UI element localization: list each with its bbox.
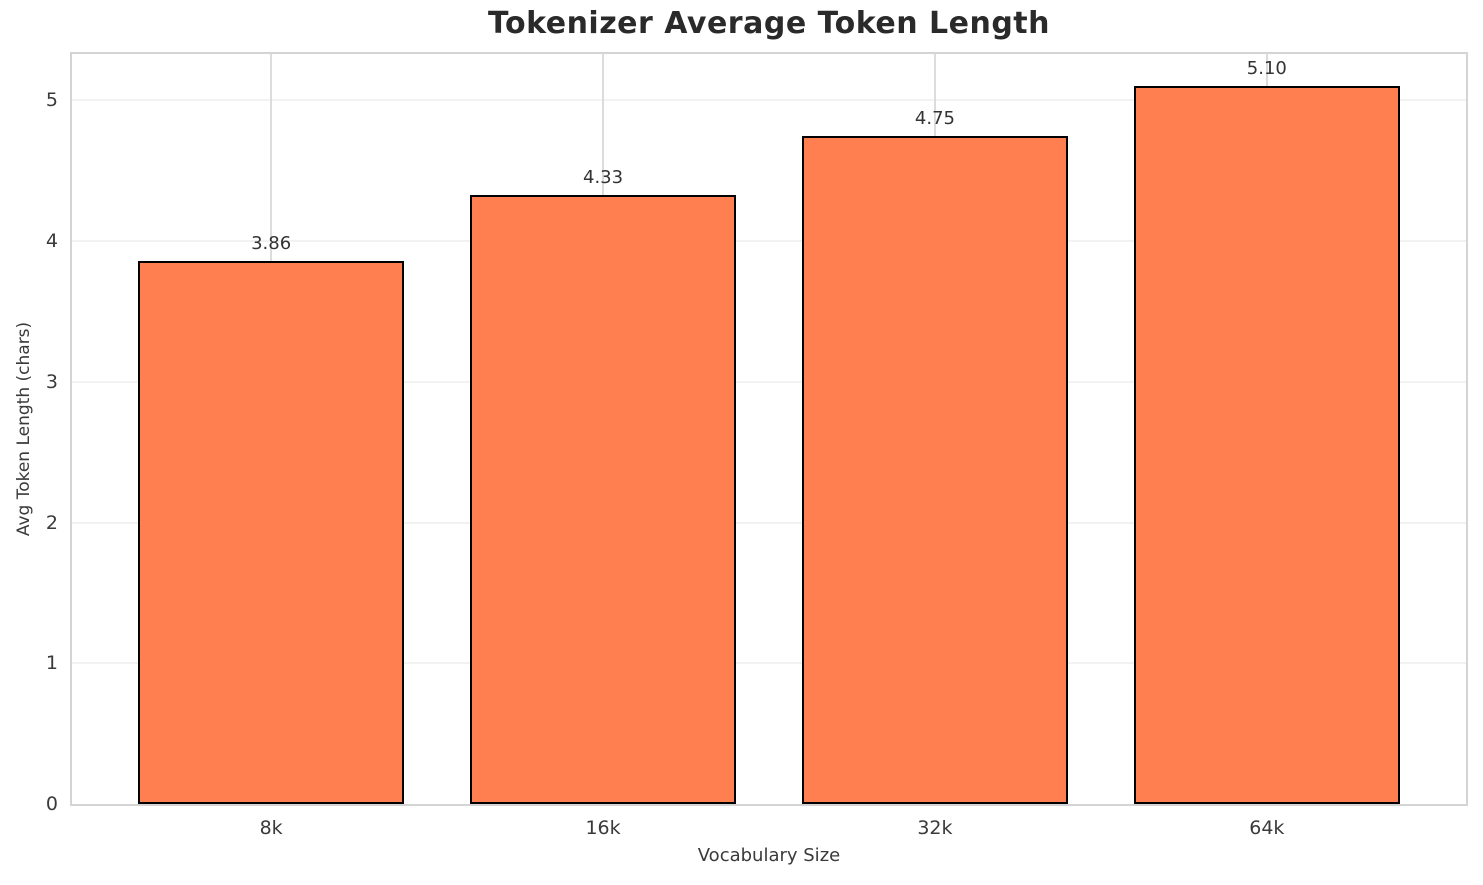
bar-32k [802, 135, 1068, 804]
y-tick-label: 1 [45, 652, 58, 675]
chart-title: Tokenizer Average Token Length [487, 6, 1050, 41]
y-gridline [72, 380, 1466, 383]
x-tick-label: 32k [917, 817, 953, 839]
x-axis-label: Vocabulary Size [697, 845, 841, 866]
bar-value-label: 3.86 [251, 232, 292, 254]
x-tick-label: 16k [585, 817, 621, 839]
y-axis-label-text: Avg Token Length (chars) [14, 321, 34, 537]
bar-8k [138, 260, 404, 804]
bar-value-label: 4.75 [914, 107, 955, 129]
plot-area: 3.86 4.33 4.75 5.10 [70, 52, 1468, 806]
y-gridline [72, 662, 1466, 665]
bar-value-label: 5.10 [1246, 58, 1287, 80]
bar-16k [470, 194, 736, 804]
y-tick-label: 0 [45, 793, 58, 815]
y-gridline [72, 240, 1466, 243]
y-tick-label: 5 [45, 89, 58, 112]
y-tick-label: 2 [45, 511, 58, 534]
bar-value-label: 4.33 [583, 166, 624, 188]
y-tick-label: 4 [45, 230, 58, 253]
x-tick-label: 8k [259, 817, 283, 839]
y-gridline [72, 521, 1466, 524]
y-gridline [72, 99, 1466, 102]
y-tick-label: 3 [45, 370, 58, 393]
bar-64k [1134, 86, 1400, 804]
x-tick-label: 64k [1249, 817, 1285, 839]
